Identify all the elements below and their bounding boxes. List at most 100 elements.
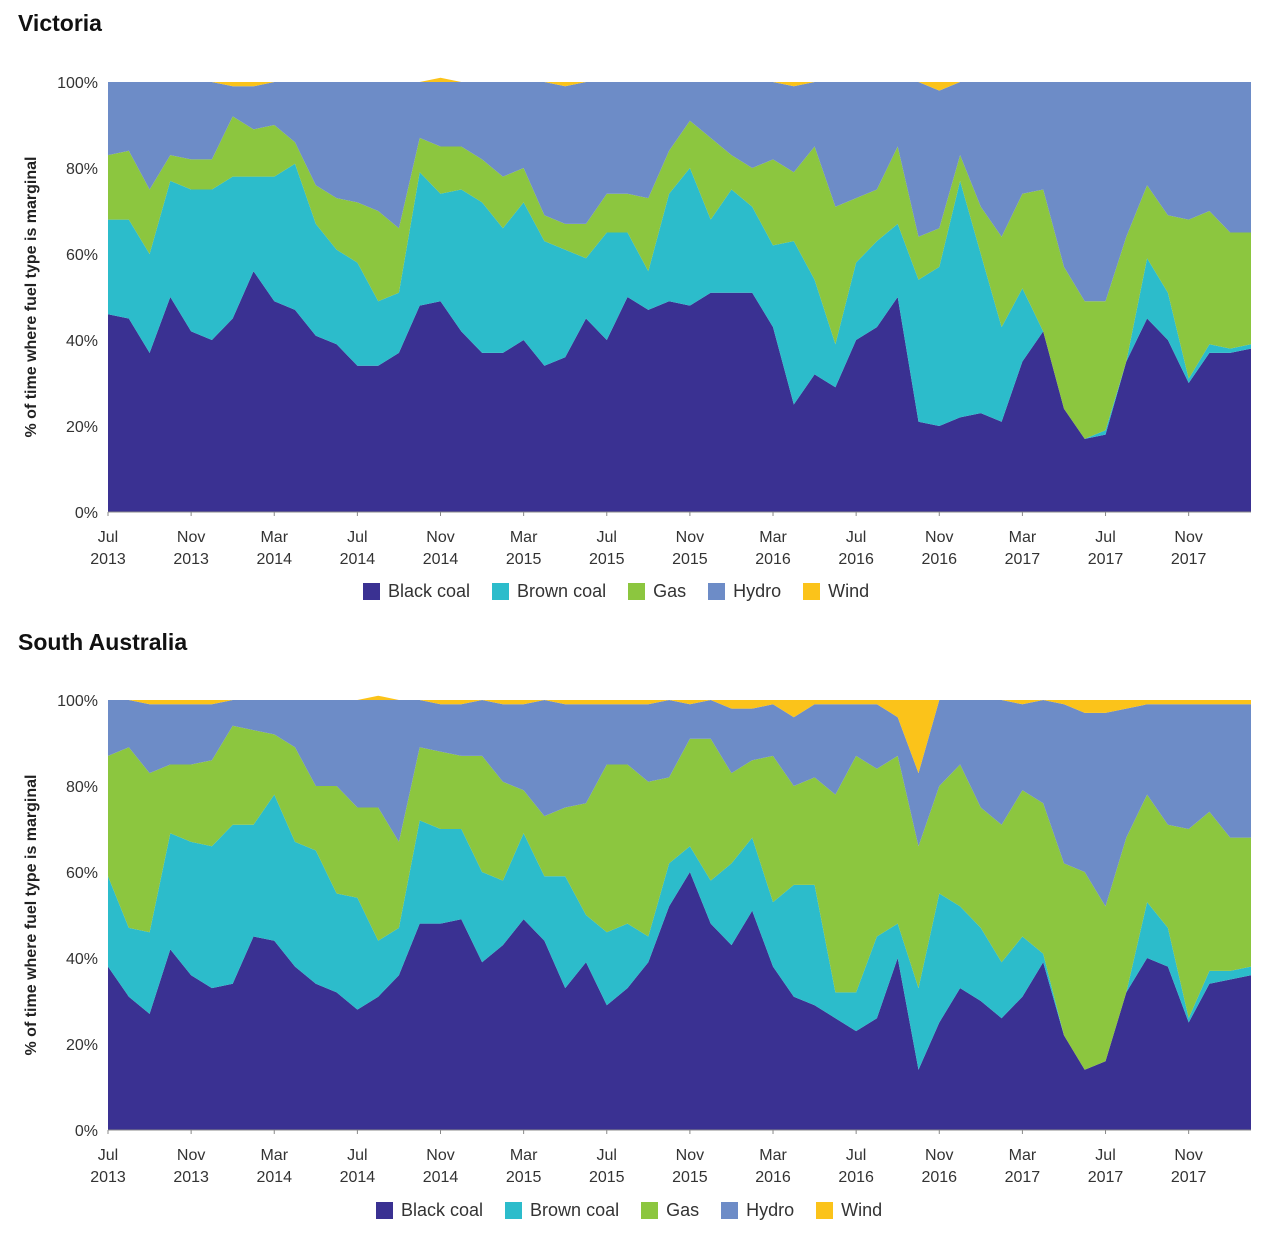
area-black-coal [108,271,1251,512]
legend-label: Black coal [388,581,471,601]
x-tick-year: 2015 [589,1169,625,1186]
x-tick-month: Nov [925,529,953,546]
legend-label: Gas [666,1200,700,1220]
x-tick-year: 2017 [1088,551,1124,568]
y-tick-label: 20% [66,1037,98,1054]
legend-label: Brown coal [517,581,607,601]
area-black-coal [108,872,1251,1130]
x-tick-month: Jul [1095,529,1115,546]
x-tick-year: 2016 [755,551,791,568]
x-tick-year: 2013 [90,1169,126,1186]
x-tick-month: Jul [846,1147,866,1164]
x-tick-month: Nov [426,529,454,546]
legend-swatch [363,583,380,600]
x-tick-month: Mar [260,1147,288,1164]
x-tick-month: Mar [260,529,288,546]
y-axis-label: % of time where fuel type is marginal [23,775,40,1056]
x-tick-year: 2017 [1088,1169,1124,1186]
legend-swatch [816,1202,834,1219]
x-tick-year: 2014 [340,551,376,568]
y-tick-label: 80% [66,161,98,178]
x-tick-year: 2014 [423,551,459,568]
x-tick-month: Mar [1009,1147,1037,1164]
x-tick-year: 2017 [1005,1169,1041,1186]
y-tick-label: 60% [66,247,98,264]
x-tick-year: 2015 [506,551,542,568]
chart-legend: Black coal Brown coal Gas Hydro Wind [376,1200,882,1221]
x-tick-year: 2016 [921,551,957,568]
y-tick-label: 0% [75,505,98,522]
y-tick-label: 100% [57,75,98,92]
x-tick-year: 2016 [921,1169,957,1186]
area-hydro [108,82,1251,302]
x-tick-year: 2015 [589,551,625,568]
x-tick-month: Jul [98,1147,118,1164]
legend-item-wind: Wind [803,581,869,602]
y-tick-label: 0% [75,1123,98,1140]
x-tick-year: 2014 [256,1169,292,1186]
area-wind [108,695,1251,774]
x-tick-month: Jul [846,529,866,546]
x-tick-month: Nov [177,529,205,546]
chart-title: South Australia [18,629,188,655]
legend-label: Gas [653,581,687,601]
chart-legend: Black coal Brown coal Gas Hydro Wind [363,581,869,602]
x-tick-month: Nov [1174,529,1202,546]
area-brown-coal [108,163,1251,439]
x-tick-month: Mar [759,529,787,546]
x-tick-month: Nov [177,1147,205,1164]
x-tick-year: 2017 [1005,551,1041,568]
legend-label: Black coal [401,1200,484,1220]
x-tick-month: Jul [98,529,118,546]
legend-label: Wind [841,1200,883,1220]
x-tick-month: Nov [1174,1147,1202,1164]
x-tick-year: 2016 [838,1169,874,1186]
area-gas [108,116,1251,439]
x-tick-year: 2016 [755,1169,791,1186]
legend-item-brown-coal: Brown coal [492,581,606,602]
legend-swatch [803,583,821,600]
x-tick-year: 2017 [1171,551,1207,568]
legend-label: Wind [828,581,870,601]
y-tick-label: 40% [66,333,98,350]
legend-item-hydro: Hydro [708,581,781,602]
x-tick-year: 2014 [256,551,292,568]
x-tick-month: Nov [426,1147,454,1164]
x-tick-month: Mar [759,1147,787,1164]
y-tick-label: 40% [66,951,98,968]
x-tick-year: 2013 [90,551,126,568]
x-tick-year: 2014 [340,1169,376,1186]
y-axis-label: % of time where fuel type is marginal [23,157,40,438]
legend-item-wind: Wind [816,1200,882,1221]
legend-item-brown-coal: Brown coal [505,1200,619,1221]
y-tick-label: 80% [66,779,98,796]
legend-label: Brown coal [530,1200,620,1220]
area-hydro [108,700,1251,907]
victoria-panel: Victoria 0% 20% 40% 60% 80% 100% Jul 2013 Nov 201… [0,0,1265,612]
area-brown-coal [108,794,1251,1070]
area-gas [108,725,1251,1070]
legend-label: Hydro [746,1200,795,1220]
x-tick-month: Jul [597,529,617,546]
legend-swatch [721,1202,739,1219]
chart-title: Victoria [18,10,102,36]
legend-swatch [628,583,646,600]
y-tick-label: 60% [66,865,98,882]
x-tick-month: Mar [510,529,538,546]
x-tick-year: 2016 [838,551,874,568]
legend-item-black-coal: Black coal [363,581,470,602]
x-tick-month: Jul [347,529,367,546]
x-tick-year: 2013 [173,1169,209,1186]
legend-label: Hydro [733,581,782,601]
x-tick-year: 2017 [1171,1169,1207,1186]
x-tick-month: Jul [1095,1147,1115,1164]
x-tick-year: 2013 [173,551,209,568]
legend-item-gas: Gas [641,1200,699,1221]
x-tick-month: Nov [676,1147,704,1164]
x-tick-year: 2015 [506,1169,542,1186]
legend-swatch [376,1202,393,1219]
x-tick-month: Jul [347,1147,367,1164]
x-tick-month: Mar [1009,529,1037,546]
legend-item-gas: Gas [628,581,686,602]
legend-item-hydro: Hydro [721,1200,794,1221]
